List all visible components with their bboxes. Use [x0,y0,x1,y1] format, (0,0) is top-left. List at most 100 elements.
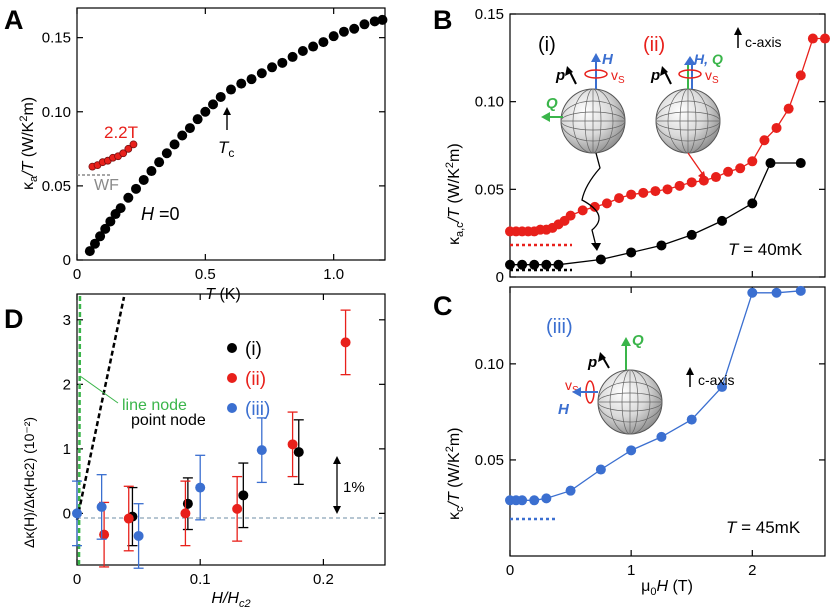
panel-c-frame [509,286,826,557]
sphere-i-vs-sym: v [611,67,618,83]
data-point-i [541,259,552,270]
data-point-ii [614,193,625,204]
y-tick-label: 0.10 [475,94,504,111]
data-point-iii [565,485,576,496]
data-point-h-0 [138,174,149,185]
panel-b-caxis-head [734,27,742,35]
panel-a-ylabel-unit-end: m) [20,97,37,116]
data-point-i [595,254,606,265]
data-point-h-0 [169,139,180,150]
panel-a-tc-arrowhead [223,107,231,115]
panel-b-label-i: (i) [538,34,556,56]
data-point-iii [541,493,552,504]
panel-b-ylabel: κa,c/T (W/K2m) [444,143,466,245]
data-point-i [238,490,249,501]
data-point-i [747,198,758,209]
panel-b-ylabel-unit-sup: 2 [444,162,456,168]
panel-c-temp-sym: T [726,518,738,537]
panel-c-xlabel-sub: 0 [650,586,656,598]
sphere-i-h-label: H [602,51,614,68]
panel-b-ylabel-unit-end: m) [446,143,463,162]
panel-c-temp: T = 45mK [726,518,801,537]
panel-b-ticks: 0 0.05 0.10 0.15 [475,6,825,286]
data-point-ii [783,103,794,114]
sphere-i-h-head [591,53,601,62]
panel-label-c: C [433,291,453,321]
data-point-h-0 [287,51,298,62]
sphere-ii-h-label: H [694,51,705,67]
panel-d-legend-marker-iii [227,403,237,413]
panel-d-line-node-curve [77,293,82,566]
data-point-h-0 [236,78,247,89]
panel-c-ylabel-unit-end: m) [446,428,463,447]
sphere-iii-q-label: Q [632,332,644,349]
x-tick-label: 0 [73,266,81,283]
sphere-ii-vs-label: vS [705,67,719,86]
panel-a-ylabel-unit: (W/K [20,121,37,161]
panel-a-tc-label: Tc [218,138,234,160]
panel-c-ylabel-rest: /T [446,491,463,507]
y-tick-label: 0.05 [475,181,504,198]
data-point-iii [595,464,606,475]
panel-d-legend-marker-ii [227,373,237,383]
y-tick-label: 2 [63,376,71,393]
panel-label-d: D [4,304,24,334]
panel-a-field-label: 2.2T [104,123,138,142]
data-point-iii [195,482,206,493]
panel-b: B 00.050.100.15 H p vS Q [433,5,830,286]
panel-a-ylabel-sym: κ [20,181,37,190]
panel-a-tc-sub: c [228,146,234,160]
y-tick-label: 0 [63,252,71,269]
sphere-ii-hq-head [684,56,696,65]
panel-c-xlabel-unit: (T) [668,578,693,595]
y-tick-label: 0 [496,269,504,286]
data-point-ii [123,513,134,524]
panel-d-legend-label-ii: (ii) [245,369,266,390]
panel-d-points [72,309,351,569]
data-point-h-0 [226,84,236,95]
panel-b-ylabel-sym: κ [446,236,463,245]
data-point-ii [287,439,298,450]
data-point-ii [589,201,600,212]
data-point-ii [638,187,649,198]
data-point-i [517,259,528,270]
panel-b-temp-text: = 40mK [738,240,802,259]
data-point-i [626,247,637,258]
panel-d-ticks: 0 0.1 0.2 0 1 2 3 [63,294,385,588]
x-tick-label: 0 [506,562,514,579]
panel-a-ylabel-unit-sup: 2 [18,116,30,122]
panel-d-line-node-pointer [79,375,119,404]
data-point-h-0 [184,123,195,134]
sphere-i-vs-label: vS [611,67,625,86]
data-point-h-0 [84,246,95,257]
panel-d-scalebar-label: 1% [343,479,365,496]
panel-c-points [505,285,806,506]
panel-b-label-ii: (ii) [643,34,665,56]
data-point-h-0 [105,216,116,227]
data-point-h-0 [215,91,226,102]
panel-c-ylabel-unit-sup: 2 [444,446,456,452]
data-point-h-0 [208,99,219,110]
panel-label-b: B [433,5,453,35]
data-point-h-0 [359,19,370,30]
y-tick-label: 0.15 [475,6,504,23]
sphere-i-p-label: p [555,67,565,84]
panel-a-points [84,14,388,257]
data-point-2-2t [129,140,138,149]
data-point-ii [747,156,758,167]
sphere-iii-q-head [621,337,631,346]
panel-b-connector-ii-head [698,171,706,180]
sphere-i-vs-ring [584,69,608,79]
data-point-iii [717,381,728,392]
data-point-2-2t [124,144,133,153]
sphere-ii-p-label: p [650,67,660,84]
panel-a-h-label: H =0 [141,204,180,224]
data-point-i [293,447,304,458]
data-point-iii [133,530,144,541]
panel-b-connector-i [581,152,601,247]
panel-c-xlabel-mu: μ [641,578,650,595]
panel-d-scalebar-bottom [333,506,341,514]
data-point-ii [232,503,243,514]
x-tick-label: 0.2 [313,571,334,588]
